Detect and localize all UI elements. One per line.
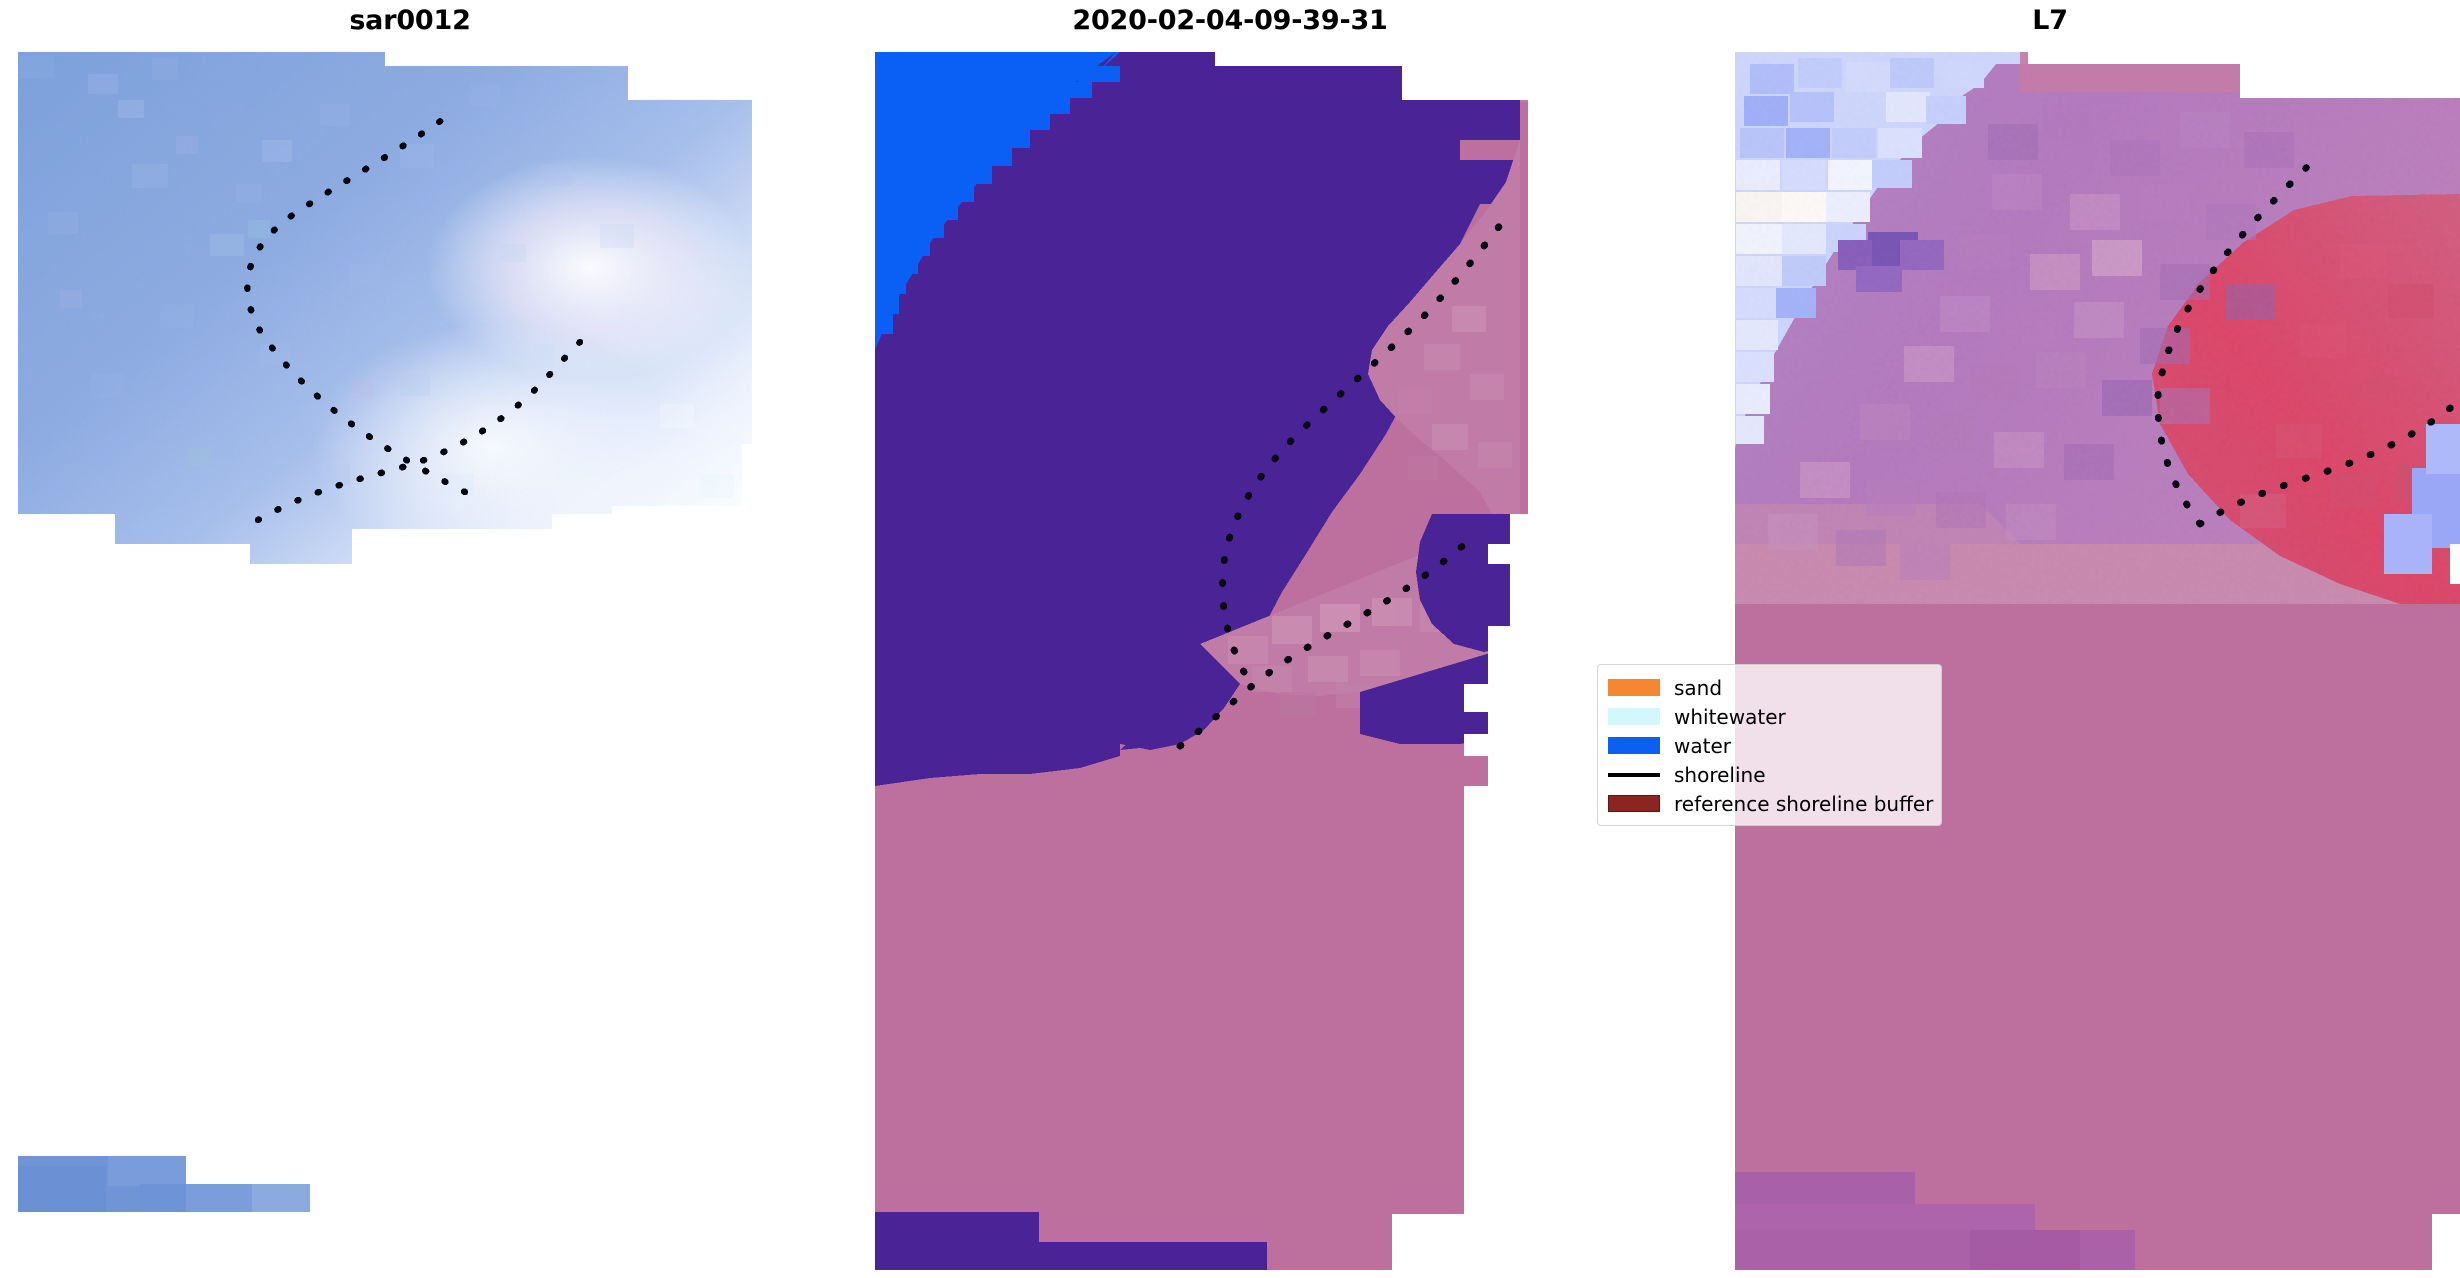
- water-region: [875, 52, 1116, 350]
- shoreline-dotted-mid-upper: [1219, 216, 1508, 676]
- sand-swatch: [1608, 679, 1660, 696]
- legend-item-whitewater[interactable]: whitewater: [1608, 702, 1931, 731]
- legend-label-sand: sand: [1674, 675, 1723, 700]
- whitewater-swatch: [1608, 708, 1660, 725]
- sar-detached-strip: [18, 1156, 310, 1212]
- legend-label-whitewater: whitewater: [1674, 704, 1786, 729]
- shoreline-dotted-left: [244, 116, 469, 496]
- shoreline-dotted-mid-lower: [1176, 530, 1480, 750]
- panel-l7: L7: [1640, 0, 2460, 1278]
- panel-sar: sar0012: [0, 0, 820, 1278]
- legend-label-reference-shoreline-buffer: reference shoreline buffer: [1674, 791, 1934, 816]
- legend-label-water: water: [1674, 733, 1731, 758]
- shoreline-dotted-l7-upper: [2154, 158, 2316, 528]
- legend-item-shoreline[interactable]: shoreline: [1608, 760, 1931, 789]
- legend-item-sand[interactable]: sand: [1608, 673, 1931, 702]
- l7-image: [1735, 52, 2460, 1270]
- legend-item-water[interactable]: water: [1608, 731, 1931, 760]
- water-sliver-right: [1510, 544, 1528, 624]
- panel-title-classification: 2020-02-04-09-39-31: [1072, 5, 1388, 36]
- panel-title-l7: L7: [2032, 5, 2068, 36]
- shoreline-line-swatch: [1608, 772, 1660, 777]
- legend-item-reference-shoreline-buffer[interactable]: reference shoreline buffer: [1608, 789, 1934, 818]
- axes-classification: [820, 44, 1640, 1278]
- reference-shoreline-buffer-swatch: [1608, 795, 1660, 812]
- legend-box[interactable]: sand whitewater water shoreline referenc…: [1597, 664, 1942, 826]
- panel-classification: 2020-02-04-09-39-31: [820, 0, 1640, 1278]
- water-class-overlay: [875, 52, 1520, 768]
- axes-sar: [0, 44, 820, 1278]
- panel-title-sar: sar0012: [349, 5, 471, 36]
- legend-label-shoreline: shoreline: [1674, 762, 1766, 787]
- water-swatch: [1608, 737, 1660, 754]
- classification-image: [875, 52, 1528, 1270]
- shoreline-dotted-l7-lower: [2196, 396, 2460, 528]
- axes-l7: [1640, 44, 2460, 1278]
- sar-image: [18, 52, 752, 1212]
